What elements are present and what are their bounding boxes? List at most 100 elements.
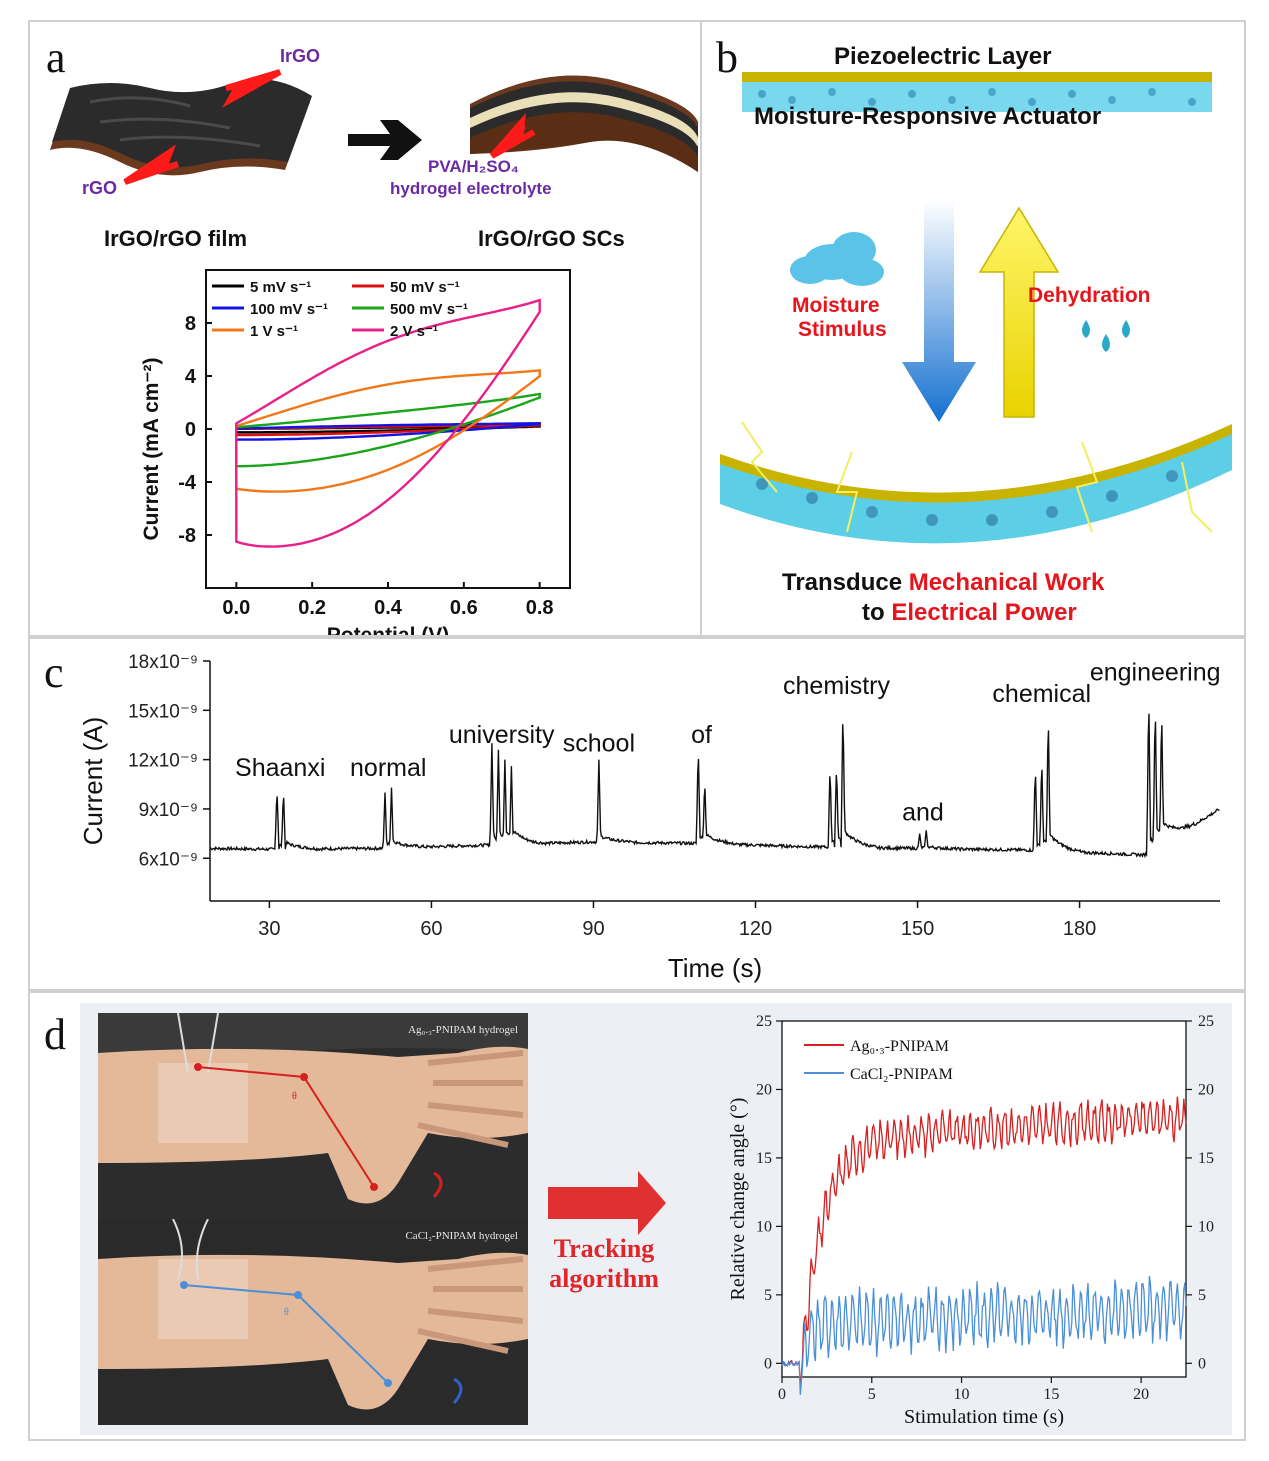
d-series-line-0 bbox=[781, 1096, 1187, 1386]
c-y-tick-label: 18x10⁻⁹ bbox=[128, 652, 198, 673]
panel-a-label: a bbox=[46, 33, 66, 82]
c-x-tick-label: 180 bbox=[1063, 918, 1096, 940]
irgo-rgo-sc-illustration bbox=[470, 75, 698, 172]
bottom-caption-line1-b: Mechanical Work bbox=[909, 569, 1105, 596]
moisture-label-line2: Stimulus bbox=[798, 318, 887, 341]
dehydration-up-arrow bbox=[978, 206, 1060, 418]
c-word-label-3: school bbox=[563, 729, 635, 757]
cv-y-tick-label: -8 bbox=[178, 525, 196, 547]
photo-bottom-caption: CaCl₂-PNIPAM hydrogel bbox=[405, 1230, 518, 1242]
d-y-right-tick-label: 25 bbox=[1198, 1013, 1214, 1030]
cv-y-tick-label: 4 bbox=[185, 366, 197, 388]
panel-a-schematic: IrGO rGO PVA/H₂SO₄ hydrogel electrolyte … bbox=[50, 46, 698, 251]
cv-legend-label-3: 500 mV s⁻¹ bbox=[390, 301, 468, 318]
irgo-pointer-arrow bbox=[222, 69, 282, 108]
d-plot-frame bbox=[781, 1020, 1187, 1378]
tracking-label-line1: Tracking bbox=[554, 1234, 655, 1263]
d-y-right-tick-label: 15 bbox=[1198, 1150, 1214, 1167]
cv-series-line-2 bbox=[235, 421, 541, 441]
panel-a: a IrGO rGO PVA/H₂SO₄ hydrogel electrolyt… bbox=[28, 20, 702, 637]
c-x-tick-label: 120 bbox=[739, 918, 772, 940]
rgo-label: rGO bbox=[82, 178, 117, 198]
piezo-layer-title: Piezoelectric Layer bbox=[834, 43, 1051, 70]
c-x-tick-label: 90 bbox=[582, 918, 604, 940]
photo-cacl2-hydrogel: θ CaCl₂-PNIPAM hydrogel bbox=[98, 1219, 528, 1425]
cv-x-tick-label: 0.8 bbox=[526, 597, 554, 619]
d-y-right-tick-label: 10 bbox=[1198, 1218, 1214, 1235]
c-word-label-4: of bbox=[691, 721, 712, 749]
cv-y-tick-label: 8 bbox=[185, 313, 196, 335]
speech-current-chart: 30 60 90 120 150 180 6x10⁻⁹ 9x10⁻⁹ 12x10⁻⁹ 15x10⁻… bbox=[78, 652, 1221, 983]
d-x-tick-label: 10 bbox=[954, 1386, 970, 1403]
cv-legend-label-1: 50 mV s⁻¹ bbox=[390, 279, 460, 296]
sc-caption: IrGO/rGO SCs bbox=[478, 226, 625, 251]
theta-bottom: θ bbox=[284, 1307, 289, 1318]
c-y-tick-label: 15x10⁻⁹ bbox=[128, 701, 198, 722]
electrolyte-pointer-arrow bbox=[489, 112, 536, 159]
d-y-right-tick-label: 20 bbox=[1198, 1081, 1214, 1098]
c-word-label-5: chemistry bbox=[783, 672, 890, 700]
d-y-axis-label: Relative change angle (°) bbox=[727, 1098, 749, 1301]
rgo-pointer-arrow bbox=[123, 144, 179, 185]
cv-x-axis-label: Potential (V) bbox=[327, 624, 450, 637]
c-x-tick-label: 60 bbox=[420, 918, 442, 940]
cv-legend-label-0: 5 mV s⁻¹ bbox=[250, 279, 311, 296]
c-current-trace bbox=[209, 713, 1220, 859]
cv-legend-label-5: 2 V s⁻¹ bbox=[390, 323, 438, 340]
tracking-label-line2: algorithm bbox=[549, 1264, 659, 1293]
actuator-layer-bar bbox=[742, 82, 1212, 112]
d-x-tick-label: 5 bbox=[868, 1386, 876, 1403]
process-arrow bbox=[348, 120, 422, 160]
panel-c: c 30 60 90 120 150 180 6x10⁻⁹ 9x10⁻⁹ 12x10⁻⁹ 15x1… bbox=[28, 637, 1246, 991]
tracking-arrow-icon bbox=[548, 1171, 666, 1235]
bottom-caption-line1-a: Transduce bbox=[782, 569, 909, 596]
c-x-axis-label: Time (s) bbox=[668, 953, 762, 983]
d-x-tick-label: 15 bbox=[1043, 1386, 1059, 1403]
d-y-tick-label: 25 bbox=[756, 1013, 772, 1030]
dehydration-label: Dehydration bbox=[1028, 284, 1151, 307]
c-word-label-6: and bbox=[902, 798, 944, 826]
d-y-tick-label: 0 bbox=[764, 1355, 772, 1372]
c-x-tick-label: 150 bbox=[901, 918, 934, 940]
piezo-layer-bar bbox=[742, 72, 1212, 82]
panel-d: d θ Ag₀.₃-PNIPAM hydrogel θ CaCl₂-PNIPAM… bbox=[28, 991, 1246, 1441]
c-y-tick-label: 9x10⁻⁹ bbox=[139, 800, 198, 821]
cv-x-tick-label: 0.2 bbox=[298, 597, 326, 619]
bottom-caption-line2-a: to bbox=[862, 599, 891, 626]
cv-legend-label-2: 100 mV s⁻¹ bbox=[250, 301, 328, 318]
d-y-right-tick-label: 5 bbox=[1198, 1287, 1206, 1304]
cv-y-tick-label: -4 bbox=[178, 472, 197, 494]
irgo-label: IrGO bbox=[280, 46, 320, 66]
moisture-label-line1: Moisture bbox=[792, 294, 880, 317]
d-y-tick-label: 20 bbox=[756, 1081, 772, 1098]
d-x-tick-label: 0 bbox=[778, 1386, 786, 1403]
c-y-axis-label: Current (A) bbox=[78, 717, 108, 846]
cv-y-axis-label: Current (mA cm⁻²) bbox=[140, 358, 163, 541]
moisture-cloud-icon bbox=[790, 232, 884, 286]
c-y-tick-label: 6x10⁻⁹ bbox=[139, 849, 198, 870]
actuator-title: Moisture-Responsive Actuator bbox=[754, 103, 1101, 130]
c-word-label-8: engineering bbox=[1090, 659, 1221, 687]
panel-d-label: d bbox=[44, 1010, 66, 1059]
panel-b-label: b bbox=[716, 33, 738, 82]
film-caption: IrGO/rGO film bbox=[104, 226, 247, 251]
d-legend-label-1: CaCl₂-PNIPAM bbox=[850, 1066, 953, 1083]
c-word-label-7: chemical bbox=[992, 680, 1091, 708]
electrolyte-label-line2: hydrogel electrolyte bbox=[390, 179, 552, 198]
c-word-label-2: university bbox=[449, 721, 555, 749]
c-word-label-1: normal bbox=[350, 754, 426, 782]
c-y-tick-label: 12x10⁻⁹ bbox=[128, 751, 198, 772]
c-x-tick-label: 30 bbox=[258, 918, 280, 940]
cv-series-line-4 bbox=[235, 369, 541, 493]
tracking-arrow-block: Tracking algorithm bbox=[548, 1171, 666, 1293]
d-x-axis-label: Stimulation time (s) bbox=[904, 1406, 1064, 1428]
panel-b-schematic: Piezoelectric Layer Moisture-Responsive … bbox=[720, 43, 1232, 626]
bent-actuator-illustration bbox=[720, 421, 1232, 544]
panel-b: b Piezoelectric Layer Moisture-Responsiv… bbox=[700, 20, 1246, 637]
panel-c-label: c bbox=[44, 648, 64, 697]
cv-x-tick-label: 0.6 bbox=[450, 597, 478, 619]
c-word-label-0: Shaanxi bbox=[235, 754, 325, 782]
photo-ag-hydrogel: θ Ag₀.₃-PNIPAM hydrogel bbox=[98, 1013, 528, 1219]
d-legend-label-0: Ag₀.₃-PNIPAM bbox=[850, 1038, 949, 1055]
cv-y-tick-label: 0 bbox=[185, 419, 196, 441]
